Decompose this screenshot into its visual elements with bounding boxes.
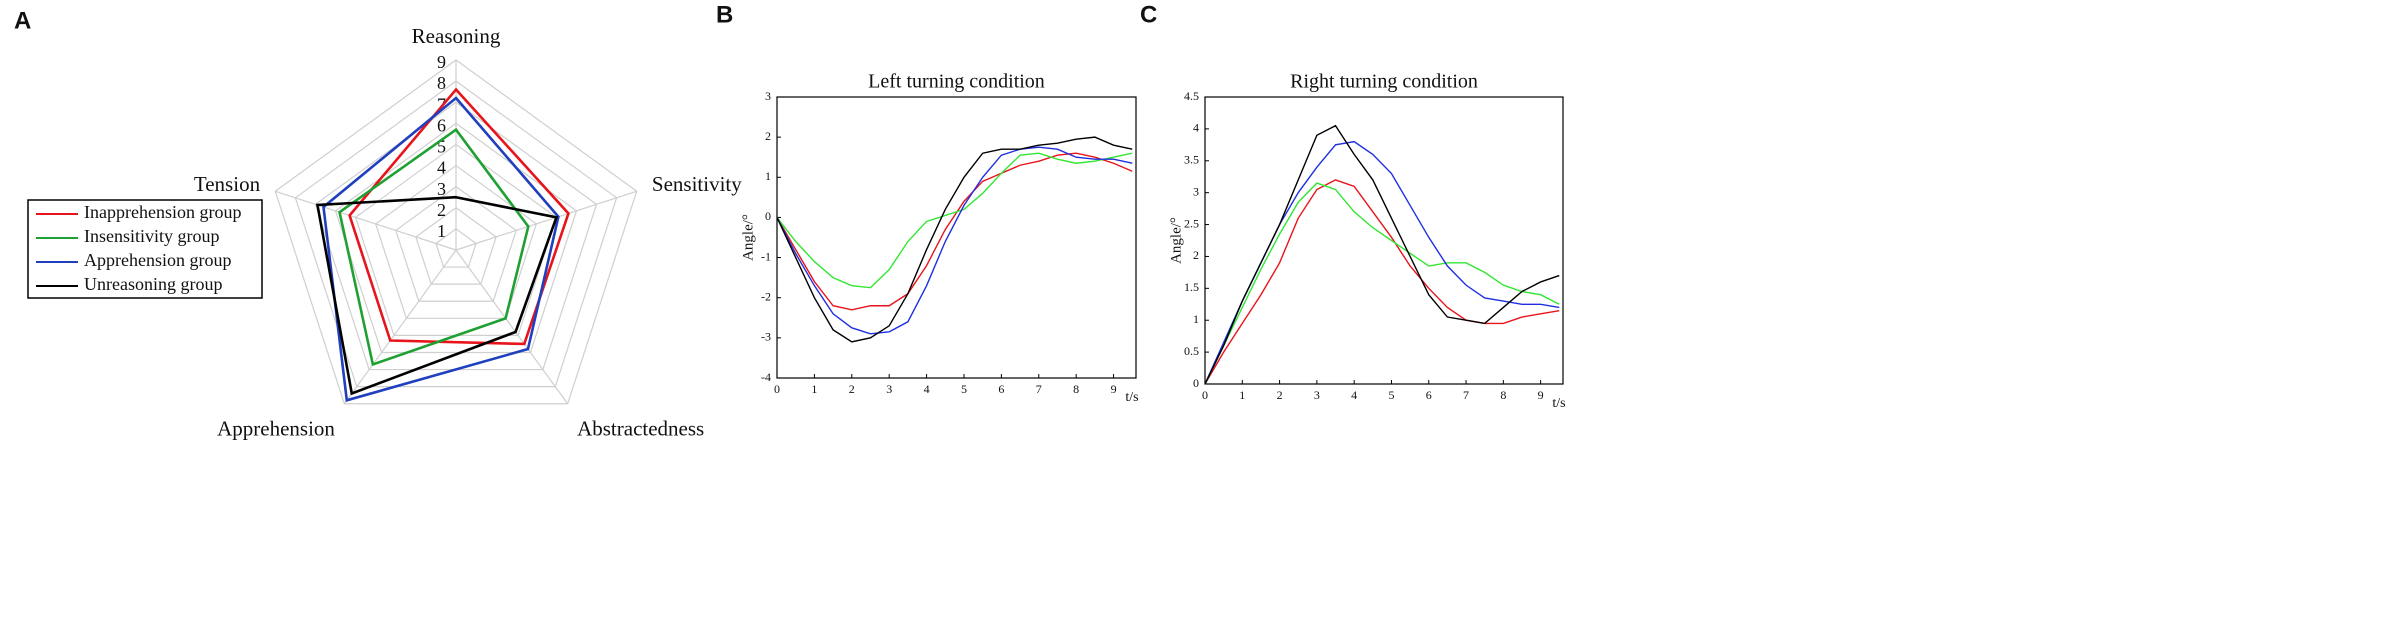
x-tick-label: 3 <box>1314 388 1320 402</box>
y-tick-label: 0 <box>1193 376 1199 390</box>
y-tick-label: -1 <box>761 249 771 263</box>
plot-frame <box>776 96 1137 379</box>
y-tick-label: 4.5 <box>1184 89 1199 103</box>
y-tick-label: 2.5 <box>1184 216 1199 230</box>
x-tick-label: 0 <box>774 382 780 396</box>
axis-label: Reasoning <box>412 24 501 48</box>
y-tick-label: -4 <box>761 370 771 384</box>
line-series <box>776 146 1133 335</box>
grid-ring <box>395 185 517 302</box>
x-tick-label: 3 <box>886 382 892 396</box>
axis-label: Tension <box>194 172 261 196</box>
legend-label: Insensitivity group <box>84 226 220 246</box>
r-tick-label: 7 <box>437 94 446 114</box>
line-series <box>1204 182 1560 385</box>
y-tick-label: 1 <box>1193 312 1199 326</box>
r-tick-label: 5 <box>437 137 446 157</box>
x-tick-label: 0 <box>1202 388 1208 402</box>
y-axis-label: Angle/° <box>740 214 756 261</box>
panel-label: A <box>14 7 31 34</box>
grid-ring <box>294 80 618 388</box>
y-tick-label: 2 <box>765 129 771 143</box>
x-tick-label: 6 <box>1426 388 1432 402</box>
y-tick-label: 1 <box>765 169 771 183</box>
x-tick-label: 7 <box>1463 388 1469 402</box>
line-series <box>776 152 1133 311</box>
x-tick-label: 4 <box>924 382 930 396</box>
x-tick-label: 5 <box>1388 388 1394 402</box>
radar-series <box>322 96 560 402</box>
y-axis-label: Angle/° <box>1168 217 1184 264</box>
y-tick-label: 3 <box>765 89 771 103</box>
spoke <box>455 249 569 405</box>
legend-label: Apprehension group <box>84 250 231 270</box>
axis-label: Apprehension <box>217 416 335 440</box>
r-tick-label: 1 <box>437 221 446 241</box>
y-tick-label: 0.5 <box>1184 344 1199 358</box>
line-series <box>1204 179 1560 385</box>
x-tick-label: 2 <box>1277 388 1283 402</box>
x-tick-label: 1 <box>1239 388 1245 402</box>
x-tick-label: 9 <box>1111 382 1117 396</box>
r-tick-label: 3 <box>437 179 446 199</box>
x-tick-label: 9 <box>1538 388 1544 402</box>
radar-series <box>348 87 570 346</box>
r-tick-label: 6 <box>437 115 446 135</box>
spoke <box>343 249 457 405</box>
x-tick-label: 8 <box>1500 388 1506 402</box>
x-tick-label: 7 <box>1036 382 1042 396</box>
y-tick-label: 1.5 <box>1184 280 1199 294</box>
grid-ring <box>415 207 497 285</box>
x-tick-label: 5 <box>961 382 967 396</box>
plot-frame <box>1204 96 1564 385</box>
line-series <box>1204 124 1560 385</box>
x-axis-label: t/s <box>1552 396 1565 411</box>
radar-series <box>338 127 530 367</box>
line-series <box>776 152 1133 289</box>
line-series <box>1204 140 1560 385</box>
spoke <box>275 190 457 251</box>
grid-ring <box>374 164 538 319</box>
panel-label: B <box>716 1 733 28</box>
x-tick-label: 6 <box>998 382 1004 396</box>
y-tick-label: -3 <box>761 330 771 344</box>
y-tick-label: 3.5 <box>1184 153 1199 167</box>
r-tick-label: 4 <box>437 158 446 178</box>
r-tick-label: 2 <box>437 200 446 220</box>
x-tick-label: 8 <box>1073 382 1079 396</box>
y-tick-label: 3 <box>1193 184 1199 198</box>
grid-ring <box>435 228 477 268</box>
legend-box <box>27 199 263 299</box>
grid-ring <box>274 59 638 405</box>
x-tick-label: 1 <box>811 382 817 396</box>
chart-title: Right turning condition <box>1290 71 1478 93</box>
y-tick-label: 4 <box>1193 121 1199 135</box>
axis-label: Sensitivity <box>652 172 742 196</box>
x-tick-label: 2 <box>849 382 855 396</box>
panel-label: C <box>1140 1 1157 28</box>
y-tick-label: 2 <box>1193 248 1199 262</box>
legend-label: Unreasoning group <box>84 274 222 294</box>
axis-label: Abstractedness <box>577 416 704 440</box>
y-tick-label: -2 <box>761 289 771 303</box>
line-series <box>776 136 1133 343</box>
legend-label: Inapprehension group <box>84 202 241 222</box>
y-tick-label: 0 <box>765 209 771 223</box>
chart-title: Left turning condition <box>868 71 1045 93</box>
x-axis-label: t/s <box>1125 390 1138 405</box>
spoke <box>455 190 637 251</box>
grid-ring <box>334 122 578 354</box>
radar-series <box>315 195 559 396</box>
x-tick-label: 4 <box>1351 388 1357 402</box>
r-tick-label: 9 <box>437 52 446 72</box>
r-tick-label: 8 <box>437 73 446 93</box>
